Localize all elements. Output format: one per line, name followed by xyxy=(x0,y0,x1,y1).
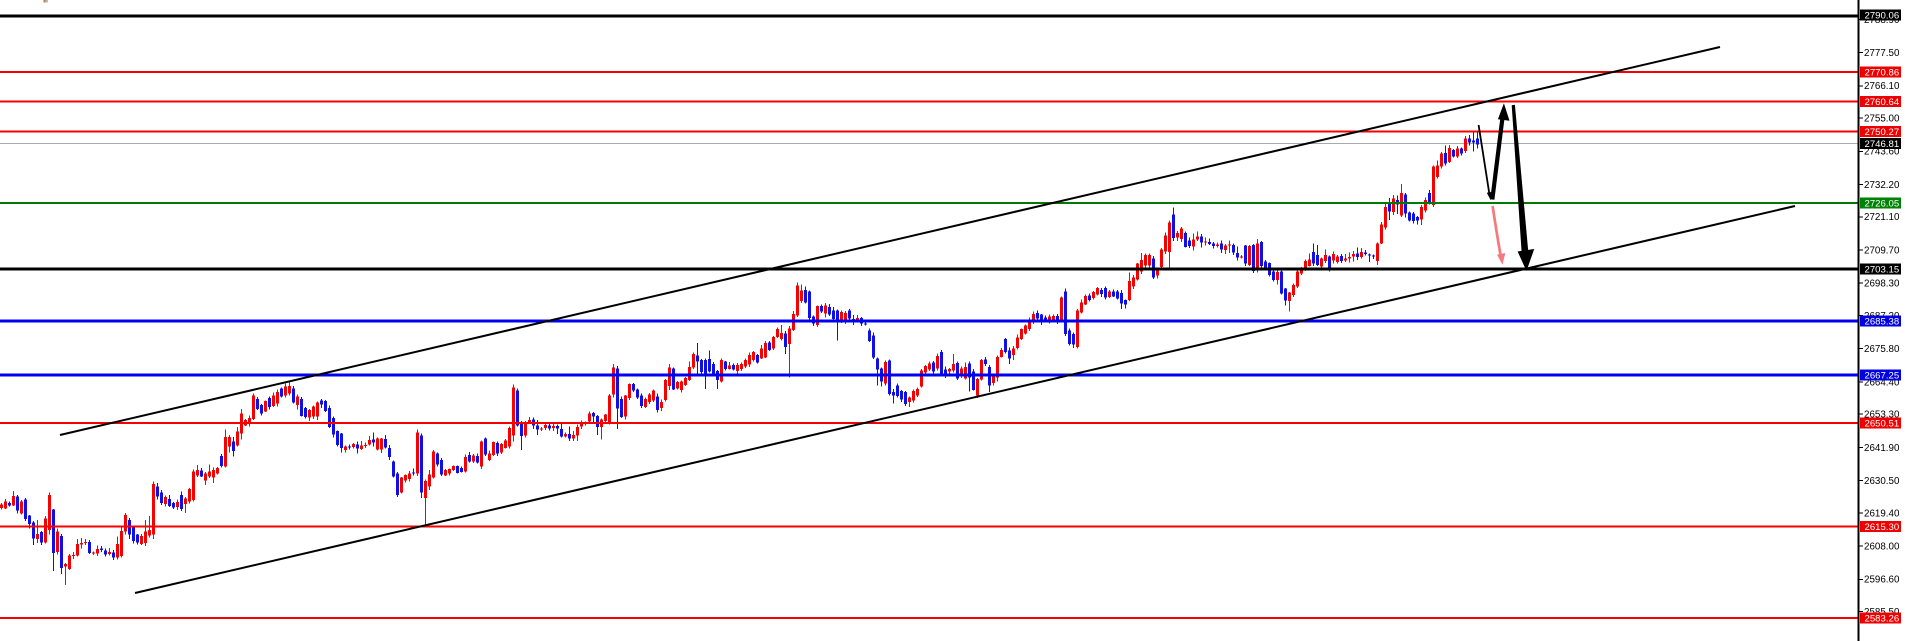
svg-text:2653.30: 2653.30 xyxy=(1864,410,1900,421)
svg-text:2664.40: 2664.40 xyxy=(1864,377,1900,388)
svg-text:2703.15: 2703.15 xyxy=(1865,264,1900,275)
svg-text:2777.50: 2777.50 xyxy=(1864,48,1900,59)
svg-text:2732.20: 2732.20 xyxy=(1864,180,1900,191)
svg-text:2743.60: 2743.60 xyxy=(1864,147,1900,158)
svg-text:2698.30: 2698.30 xyxy=(1864,279,1900,290)
svg-text:2709.70: 2709.70 xyxy=(1864,245,1900,256)
svg-text:2630.50: 2630.50 xyxy=(1864,476,1900,487)
svg-text:2608.00: 2608.00 xyxy=(1864,542,1900,553)
svg-text:2721.10: 2721.10 xyxy=(1864,212,1900,223)
svg-text:2766.10: 2766.10 xyxy=(1864,81,1900,92)
svg-text:2641.90: 2641.90 xyxy=(1864,443,1900,454)
svg-text:2726.05: 2726.05 xyxy=(1865,198,1900,209)
svg-text:2596.60: 2596.60 xyxy=(1864,575,1900,586)
svg-text:2650.51: 2650.51 xyxy=(1865,419,1900,430)
svg-text:2790.06: 2790.06 xyxy=(1865,11,1900,22)
svg-text:2675.80: 2675.80 xyxy=(1864,344,1900,355)
svg-text:2685.38: 2685.38 xyxy=(1865,317,1900,328)
svg-text:2667.25: 2667.25 xyxy=(1865,371,1900,382)
svg-text:2746.81: 2746.81 xyxy=(1865,139,1900,150)
svg-text:2770.86: 2770.86 xyxy=(1865,67,1900,78)
svg-text:2583.26: 2583.26 xyxy=(1865,613,1900,624)
svg-text:2750.27: 2750.27 xyxy=(1865,127,1900,138)
svg-text:2619.40: 2619.40 xyxy=(1864,508,1900,519)
svg-text:2755.00: 2755.00 xyxy=(1864,114,1900,125)
svg-text:2615.30: 2615.30 xyxy=(1865,522,1900,533)
svg-text:2760.64: 2760.64 xyxy=(1865,97,1900,108)
